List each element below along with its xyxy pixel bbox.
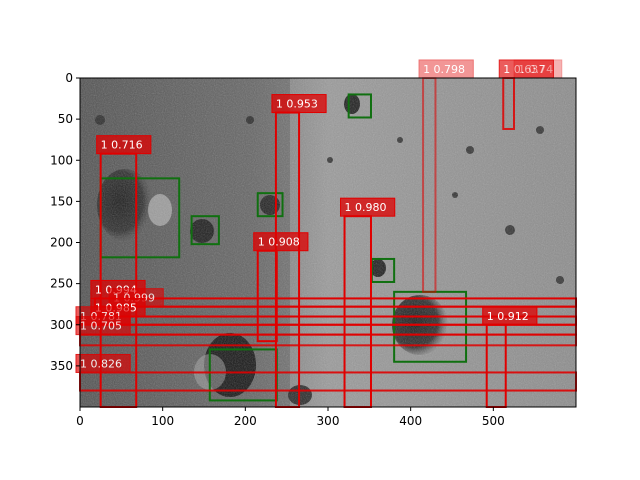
y-tick-label: 200 xyxy=(50,236,73,250)
prediction-label-bg xyxy=(482,306,538,326)
prediction-label-bg xyxy=(96,135,152,155)
y-tick-label: 50 xyxy=(58,112,73,126)
ground-truth-box xyxy=(190,215,220,246)
prediction-boxes: 1 0.716 1 0.953 1 0.798 1 0.6371 0.74 1 0.98… xyxy=(75,59,577,408)
y-tick-label: 300 xyxy=(50,318,73,332)
prediction-label: 1 0.716 xyxy=(101,139,143,152)
x-tick-label: 0 xyxy=(76,414,84,428)
y-axis: 0 50 100 150 200 250 300 350 xyxy=(50,71,80,373)
ground-truth-box xyxy=(256,192,284,218)
prediction-label-bg xyxy=(75,316,131,336)
y-tick-label: 250 xyxy=(50,277,73,291)
prediction-label: 1 0.705 xyxy=(80,320,122,333)
x-tick-label: 200 xyxy=(234,414,257,428)
prediction-label-bg xyxy=(75,353,131,373)
prediction-label: 1 0.980 xyxy=(345,201,387,214)
prediction-label: 1 0.953 xyxy=(276,98,318,111)
x-tick-label: 300 xyxy=(317,414,340,428)
x-axis: 0 100 200 300 400 500 xyxy=(76,407,505,428)
prediction-label: 1 0.74 xyxy=(518,63,553,76)
prediction: 1 0.74 xyxy=(513,59,563,79)
ground-truth-box xyxy=(347,93,372,119)
prediction-label-bg xyxy=(253,232,309,252)
prediction: 1 0.908 xyxy=(253,232,309,343)
prediction-label: 1 0.826 xyxy=(80,357,122,370)
prediction: 1 0.637 xyxy=(498,59,554,130)
prediction-label: 1 0.798 xyxy=(423,63,465,76)
prediction-label: 1 0.912 xyxy=(487,310,529,323)
lunar-surface-image xyxy=(80,78,576,407)
y-tick-label: 350 xyxy=(50,359,73,373)
prediction-label-bg xyxy=(271,94,327,114)
y-tick-label: 150 xyxy=(50,194,73,208)
prediction-label-bg xyxy=(340,197,396,217)
prediction-label: 1 0.908 xyxy=(258,236,300,249)
y-tick-label: 0 xyxy=(65,71,73,85)
x-tick-label: 400 xyxy=(399,414,422,428)
prediction-label: 1 0.637 xyxy=(503,63,545,76)
y-tick-label: 100 xyxy=(50,153,73,167)
x-tick-label: 500 xyxy=(482,414,505,428)
x-tick-label: 100 xyxy=(151,414,174,428)
prediction: 1 0.912 xyxy=(482,306,538,408)
